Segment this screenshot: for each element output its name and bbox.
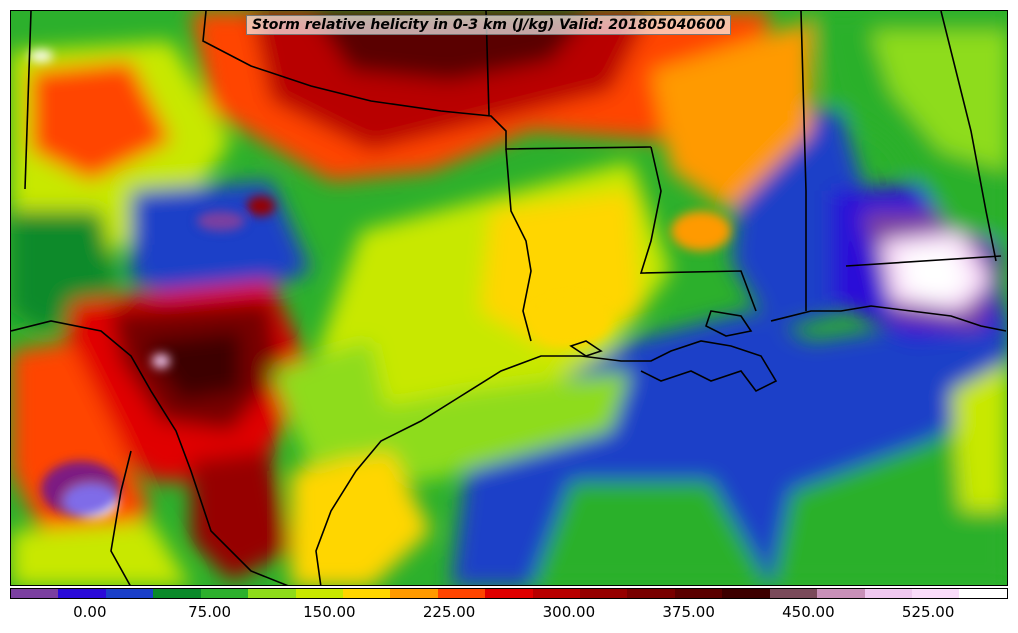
colorbar-segment bbox=[769, 589, 818, 598]
colorbar-segment bbox=[437, 589, 486, 598]
colorbar-tick-label: 150.00 bbox=[303, 603, 356, 621]
colorbar-segment bbox=[58, 589, 106, 598]
colorbar-segment bbox=[722, 589, 770, 598]
colorbar-segment bbox=[485, 589, 533, 598]
colorbar-segment bbox=[912, 589, 960, 598]
colorbar-segment bbox=[153, 589, 201, 598]
colorbar-tick-label: 525.00 bbox=[901, 603, 955, 621]
colorbar-segment bbox=[674, 589, 723, 598]
colorbar-tick-label: 0.00 bbox=[73, 603, 107, 621]
colorbar-tick-label: 225.00 bbox=[422, 603, 476, 621]
map-frame bbox=[10, 10, 1008, 586]
colorbar-segment bbox=[248, 589, 296, 598]
colorbar-segment bbox=[390, 589, 438, 598]
colorbar-segment bbox=[817, 589, 865, 598]
state-boundaries bbox=[11, 11, 1002, 585]
colorbar-segment bbox=[580, 589, 628, 598]
colorbar-tick-label: 300.00 bbox=[542, 603, 596, 621]
colorbar-segment bbox=[864, 589, 913, 598]
colorbar-segment bbox=[200, 589, 249, 598]
coastline bbox=[315, 305, 1007, 585]
colorbar-segment bbox=[959, 589, 1007, 598]
colorbar-tick-label: 375.00 bbox=[662, 603, 715, 621]
colorbar-tick-label: 75.00 bbox=[188, 603, 232, 621]
colorbar-segment bbox=[295, 589, 343, 598]
colorbar-segment bbox=[532, 589, 581, 598]
colorbar-tick-label: 450.00 bbox=[782, 603, 835, 621]
colorbar-tick-labels: 0.00 75.00 150.00 225.00 300.00 375.00 450.00 5… bbox=[10, 599, 1008, 629]
small-features bbox=[29, 50, 731, 519]
map-title: Storm relative helicity in 0-3 km (J/kg)… bbox=[246, 15, 732, 35]
colorbar-segment bbox=[11, 589, 59, 598]
colorbar-segment bbox=[627, 589, 675, 598]
colorbar-segment bbox=[105, 589, 154, 598]
helicity-map bbox=[11, 11, 1007, 585]
colorbar bbox=[10, 588, 1008, 599]
colorbar-segment bbox=[342, 589, 391, 598]
